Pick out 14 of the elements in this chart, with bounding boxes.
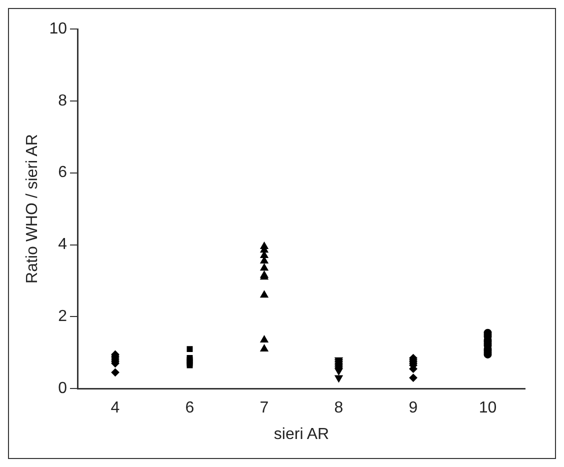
y-tick-label: 10 xyxy=(49,20,68,38)
x-tick-label: 4 xyxy=(110,400,120,417)
x-tick-label: 8 xyxy=(334,400,344,417)
y-tick-label: 4 xyxy=(58,236,68,254)
y-axis-title: Ratio WHO / sieri AR xyxy=(24,134,42,284)
x-axis-title: sieri AR xyxy=(274,426,330,443)
y-tick-label: 8 xyxy=(58,92,68,110)
y-tick-label: 6 xyxy=(58,164,68,182)
x-tick-label: 7 xyxy=(260,400,269,417)
y-tick-label: 2 xyxy=(58,308,68,326)
x-tick-label: 6 xyxy=(185,400,194,417)
y-tick-label: 0 xyxy=(58,380,68,398)
x-tick-label: 10 xyxy=(478,400,497,417)
x-tick-label: 9 xyxy=(408,400,418,417)
